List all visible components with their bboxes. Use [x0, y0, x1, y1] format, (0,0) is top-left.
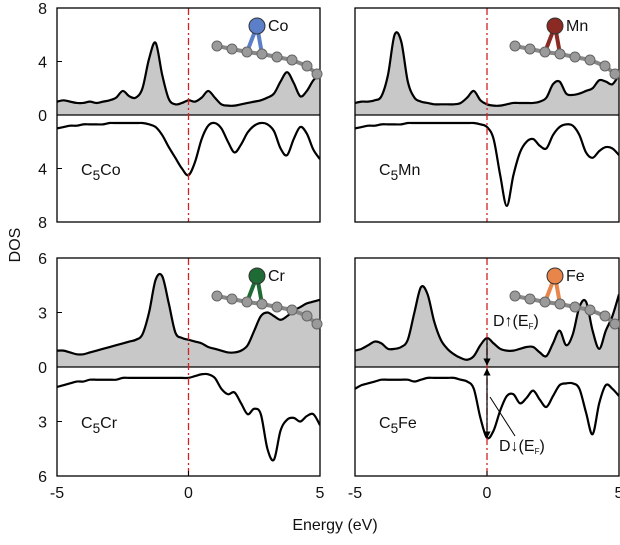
dos-line — [355, 121, 619, 208]
metal-atom — [546, 267, 564, 285]
area — [355, 32, 619, 116]
panel-label-part: C — [379, 162, 391, 179]
area — [355, 286, 619, 367]
carbon-atom — [584, 54, 596, 66]
atom-label: Cr — [268, 268, 286, 285]
x-axis-label: Energy (eV) — [292, 517, 377, 534]
panel-label: C5Mn — [379, 162, 420, 183]
carbon-atom — [539, 46, 551, 58]
carbon-atom — [524, 43, 536, 55]
x-tick-label: -5 — [348, 485, 362, 502]
panel-label-part: C — [81, 415, 93, 432]
panel-label-part: Cr — [100, 415, 118, 432]
panel-label: C5Fe — [379, 415, 417, 436]
panel-label-part: 5 — [93, 421, 101, 436]
carbon-atom — [311, 68, 323, 80]
y-tick-label: 0 — [38, 360, 47, 377]
carbon-atom — [226, 43, 238, 55]
y-tick-label: 6 — [38, 251, 47, 268]
carbon-atom — [509, 290, 521, 302]
y-tick-label: 8 — [38, 215, 47, 232]
carbon-atom — [584, 304, 596, 316]
carbon-atom — [554, 48, 566, 60]
carbon-atom — [271, 301, 283, 313]
metal-atom — [546, 17, 564, 35]
carbon-atom — [554, 298, 566, 310]
x-tick-label: -5 — [50, 485, 64, 502]
carbon-atom — [286, 54, 298, 66]
carbon-atom — [599, 310, 611, 322]
y-tick-label: 0 — [38, 108, 47, 125]
carbon-atom — [256, 298, 268, 310]
annotation-part: ) — [533, 313, 538, 330]
y-tick-label: 3 — [38, 306, 47, 323]
panel-label: C5Co — [81, 162, 121, 183]
carbon-atom — [301, 60, 313, 72]
y-axis-label: DOS — [7, 228, 24, 263]
carbon-atom — [211, 40, 223, 52]
carbon-atom — [256, 48, 268, 60]
carbon-atom — [609, 68, 620, 80]
annotation: D↓(EF) — [499, 438, 545, 456]
carbon-atom — [569, 51, 581, 63]
x-tick-label: 0 — [184, 485, 193, 502]
dos-line — [57, 372, 320, 462]
carbon-atom — [301, 310, 313, 322]
panel-label-part: 5 — [391, 421, 399, 436]
x-tick-label: 0 — [483, 485, 492, 502]
carbon-atom — [241, 46, 253, 58]
carbon-atom — [509, 40, 521, 52]
y-tick-label: 6 — [38, 469, 47, 486]
carbon-atom — [241, 296, 253, 308]
carbon-atom — [609, 318, 620, 330]
annotation-part: D↑(E — [493, 313, 529, 330]
carbon-atom — [539, 296, 551, 308]
panel-label: C5Cr — [81, 415, 118, 436]
panel-label-part: C — [81, 162, 93, 179]
atom-label: Co — [268, 18, 289, 35]
carbon-atom — [271, 51, 283, 63]
metal-atom — [248, 17, 266, 35]
leader — [489, 396, 516, 437]
atom-label: Fe — [566, 268, 585, 285]
metal-atom — [248, 267, 266, 285]
carbon-atom — [599, 60, 611, 72]
panel-label-part: 5 — [391, 168, 399, 183]
panel-label-part: Co — [100, 162, 121, 179]
y-tick-label: 3 — [38, 415, 47, 432]
area — [57, 42, 320, 115]
carbon-atom — [286, 304, 298, 316]
carbon-atom — [211, 290, 223, 302]
frame — [354, 7, 620, 223]
panel-label-part: C — [379, 415, 391, 432]
carbon-atom — [524, 293, 536, 305]
y-tick-label: 8 — [38, 1, 47, 18]
annotation-part: F — [529, 322, 534, 331]
annotation-part: F — [535, 447, 540, 456]
x-tick-label: 5 — [615, 485, 620, 502]
panel-label-part: Mn — [398, 162, 420, 179]
annotation: D↑(EF) — [493, 313, 539, 331]
x-tick-label: 5 — [316, 485, 325, 502]
annotation-part: ) — [539, 438, 544, 455]
carbon-atom — [311, 318, 323, 330]
y-tick-label: 4 — [38, 55, 47, 72]
carbon-atom — [226, 293, 238, 305]
carbon-atom — [569, 301, 581, 313]
annotation-part: D↓(E — [499, 438, 535, 455]
panel-label-part: 5 — [93, 168, 101, 183]
panel-label-part: Fe — [398, 415, 417, 432]
atom-label: Mn — [566, 18, 588, 35]
y-tick-label: 4 — [38, 162, 47, 179]
